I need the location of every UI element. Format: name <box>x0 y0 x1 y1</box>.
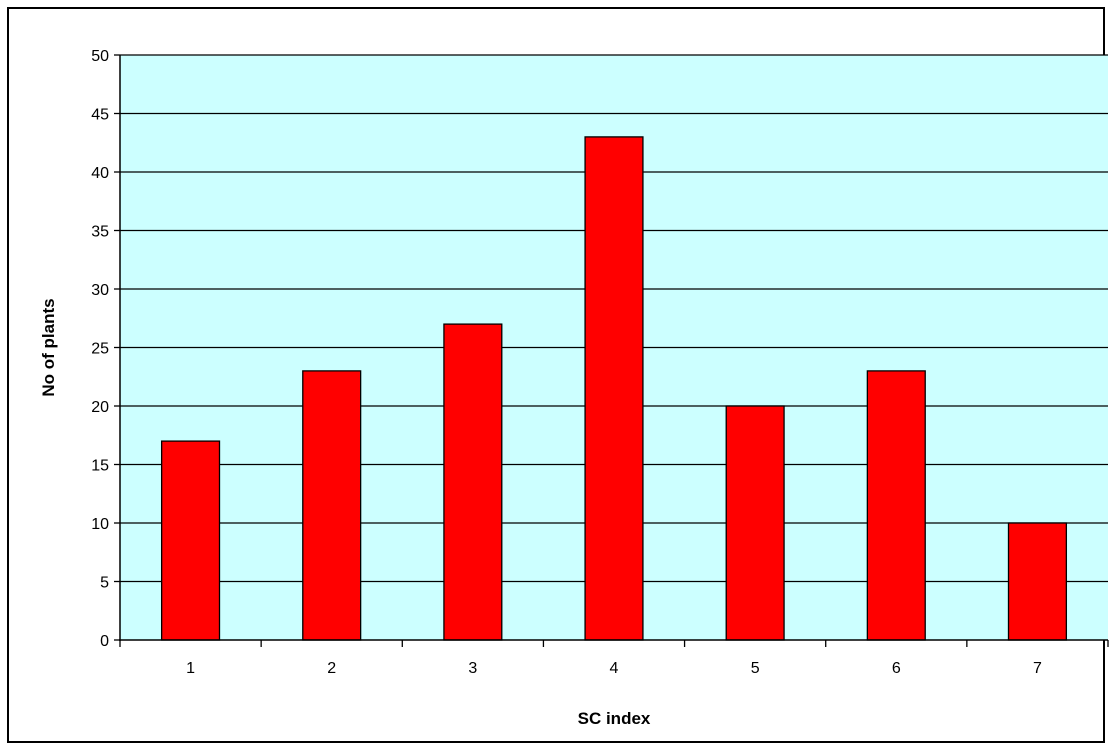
y-tick-label: 0 <box>100 633 109 650</box>
x-tick-label: 7 <box>1033 660 1042 677</box>
x-tick-label: 1 <box>186 660 195 677</box>
y-tick-label: 35 <box>91 224 109 241</box>
bar <box>584 136 644 641</box>
axes <box>114 54 1109 647</box>
y-axis-title: No of plants <box>39 298 58 396</box>
y-tick-labels: 0 5 10 15 20 25 30 35 40 45 50 <box>91 48 109 650</box>
x-axis-title: SC index <box>578 709 651 728</box>
x-tick-label: 5 <box>751 660 760 677</box>
x-tick-label: 3 <box>468 660 477 677</box>
y-tick-label: 30 <box>91 282 109 299</box>
y-tick-label: 40 <box>91 165 109 182</box>
x-tick-labels: 1 2 3 4 5 6 7 <box>186 660 1042 677</box>
y-tick-label: 25 <box>91 341 109 358</box>
x-tick-label: 4 <box>610 660 619 677</box>
bar <box>302 370 362 641</box>
y-tick-label: 5 <box>100 575 109 592</box>
y-tick-label: 45 <box>91 107 109 124</box>
x-tick-label: 6 <box>892 660 901 677</box>
bar <box>1007 522 1068 641</box>
bar <box>866 370 926 641</box>
y-tick-label: 50 <box>91 48 109 65</box>
bar <box>443 323 503 641</box>
y-tick-label: 10 <box>91 516 109 533</box>
bar <box>160 440 221 641</box>
bars <box>160 136 1068 641</box>
y-tick-label: 15 <box>91 458 109 475</box>
y-tick-label: 20 <box>91 399 109 416</box>
bar <box>725 405 785 641</box>
x-tick-label: 2 <box>327 660 336 677</box>
